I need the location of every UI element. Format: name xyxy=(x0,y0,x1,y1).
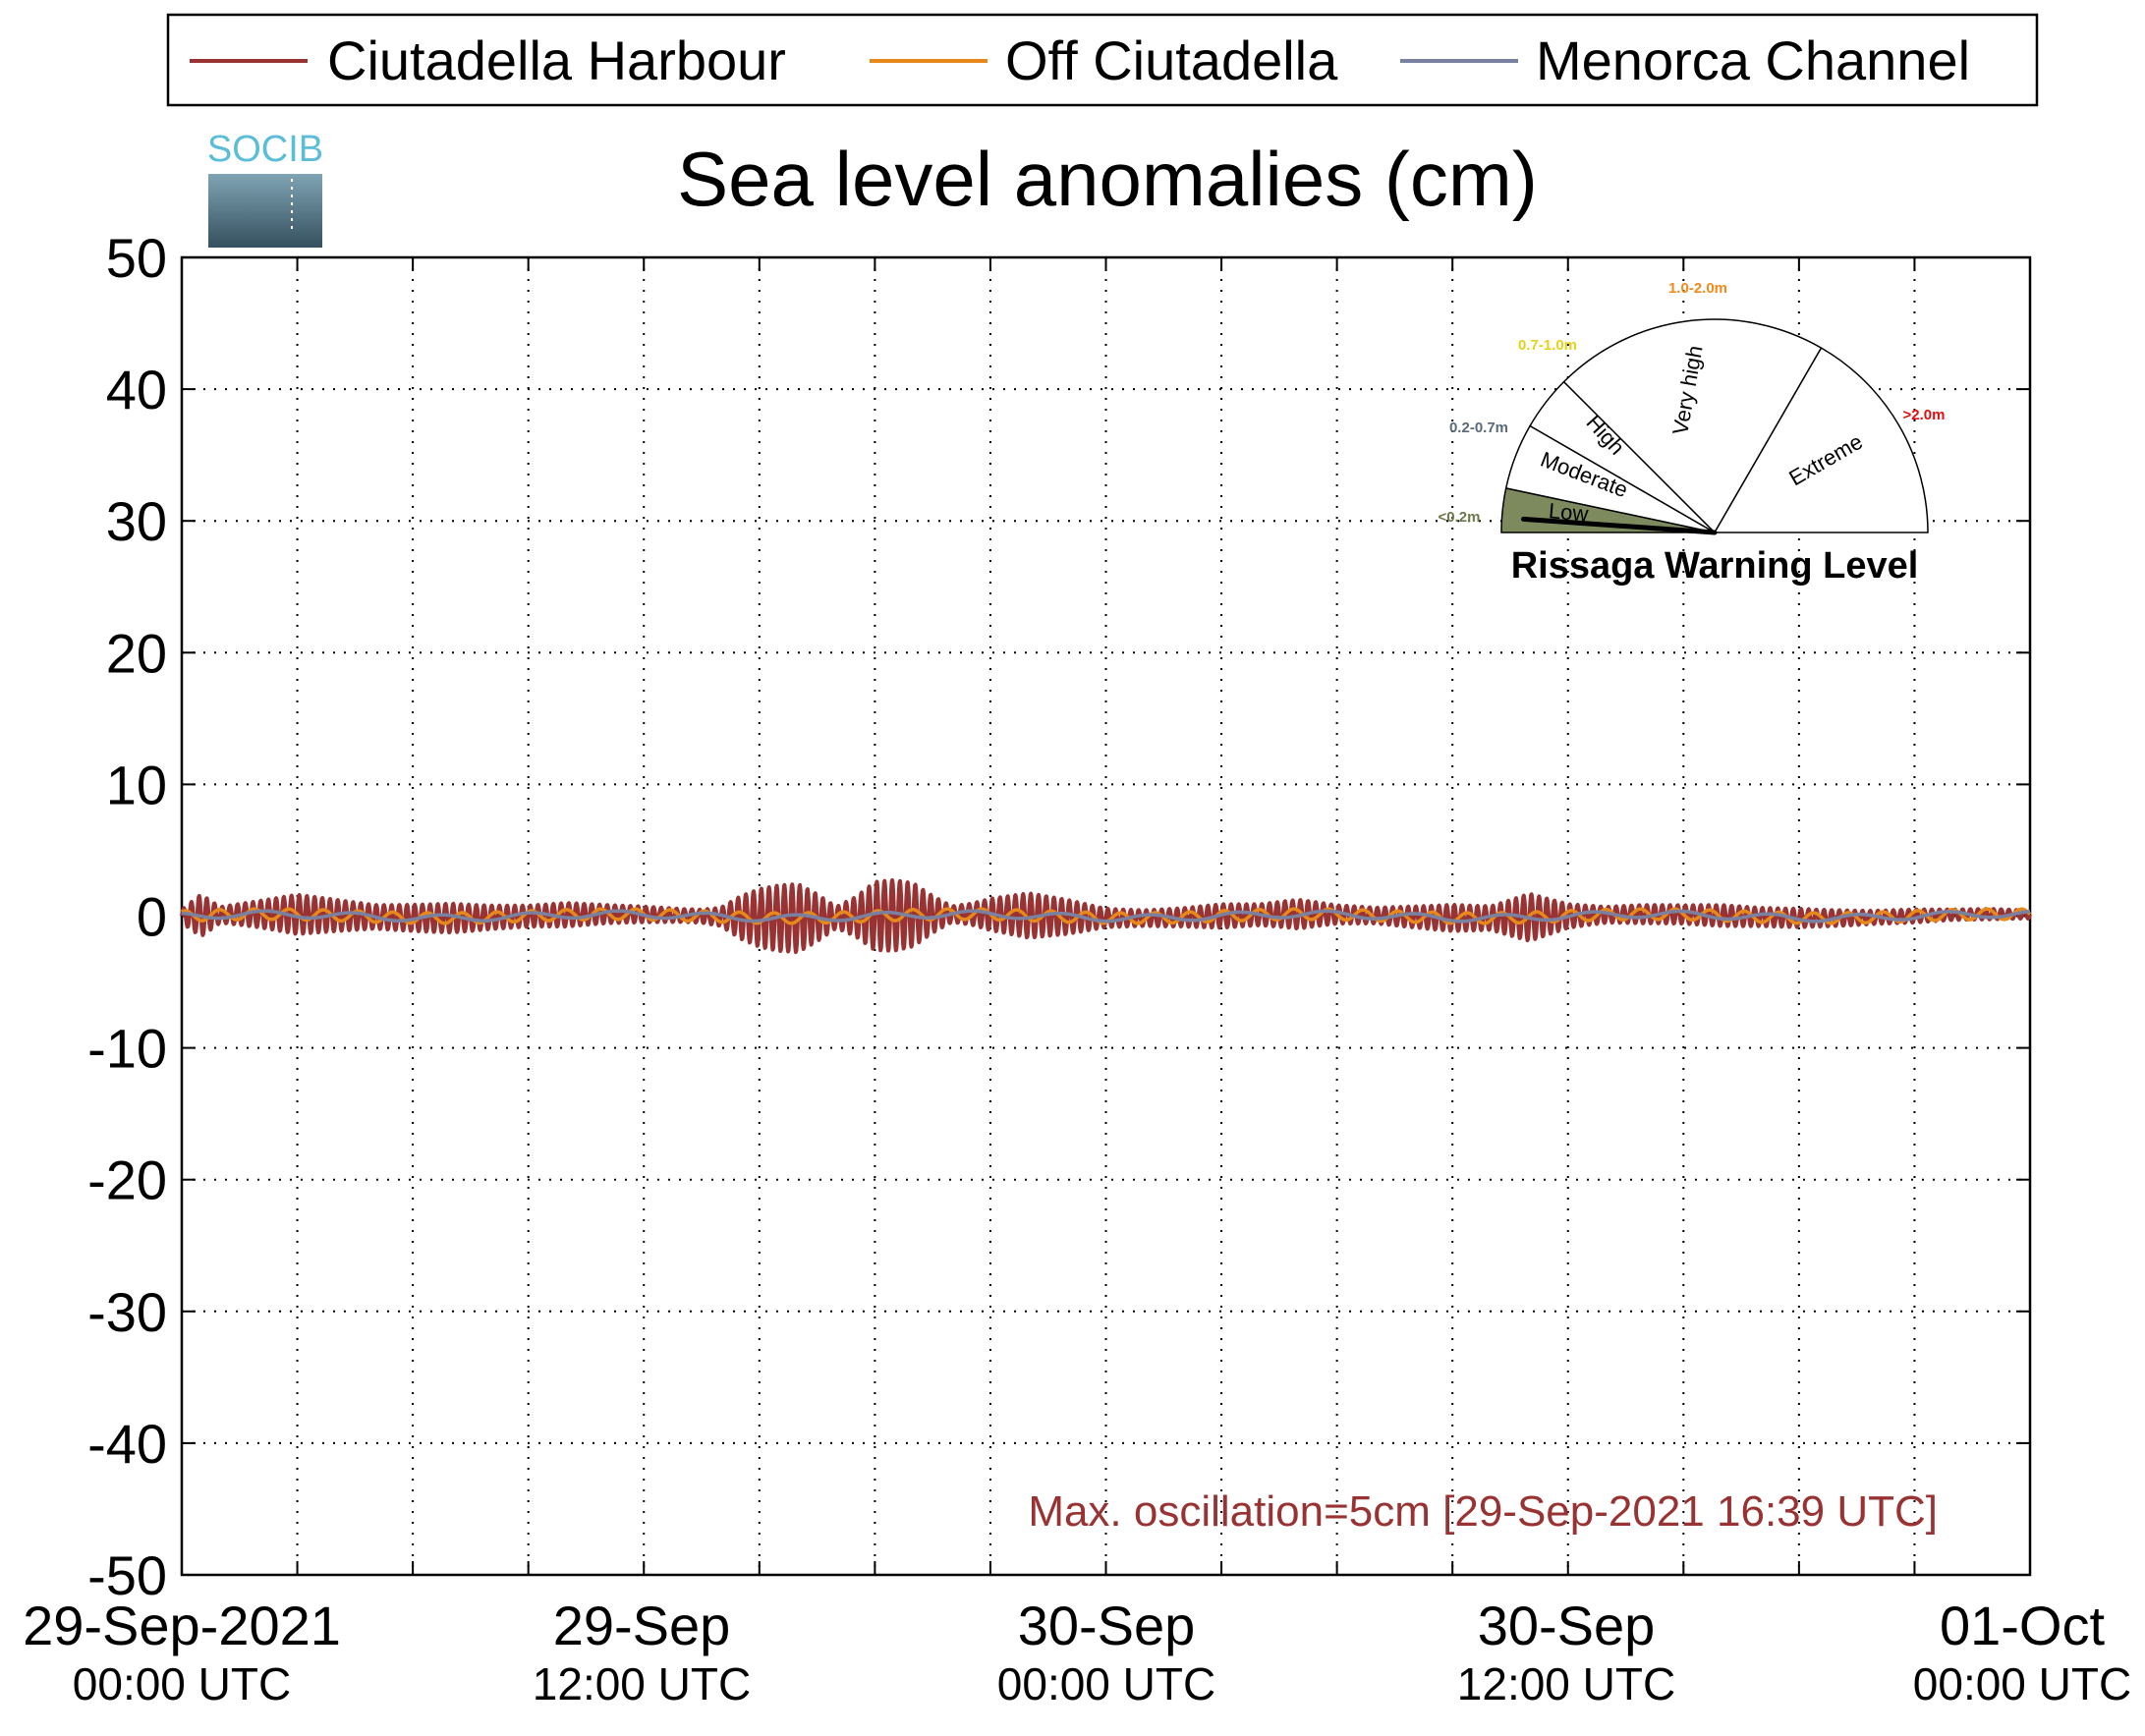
socib-logo: SOCIB xyxy=(207,129,323,248)
x-tick-time-label: 00:00 UTC xyxy=(1913,1658,2131,1709)
gauge-range-label: <0.2m xyxy=(1439,509,1481,526)
x-tick-date-label: 29-Sep-2021 xyxy=(23,1595,341,1656)
x-tick-time-label: 00:00 UTC xyxy=(73,1658,291,1709)
y-tick-label: 30 xyxy=(106,490,167,552)
y-tick-label: -30 xyxy=(87,1281,167,1343)
y-tick-label: 0 xyxy=(137,886,167,948)
x-tick-date-label: 30-Sep xyxy=(1478,1595,1656,1656)
legend-label-menorca-channel: Menorca Channel xyxy=(1536,29,1970,91)
y-tick-label: 40 xyxy=(106,359,167,420)
legend-label-off-ciutadella: Off Ciutadella xyxy=(1005,29,1338,91)
gauge-range-label: 0.2-0.7m xyxy=(1449,420,1508,436)
y-tick-label: -50 xyxy=(87,1544,167,1606)
gauge-range-label: >2.0m xyxy=(1903,407,1946,423)
y-tick-label: -10 xyxy=(87,1018,167,1080)
series-line-menorca-channel xyxy=(182,909,2030,924)
y-tick-label: 10 xyxy=(106,754,167,815)
gauge-sector-very-high xyxy=(1562,318,1823,534)
chart-title: Sea level anomalies (cm) xyxy=(677,136,1538,222)
max-oscillation-annotation: Max. oscillation=5cm [29-Sep-2021 16:39 … xyxy=(1028,1487,1938,1536)
y-tick-label: 20 xyxy=(106,622,167,684)
x-tick-date-label: 01-Oct xyxy=(1940,1595,2105,1656)
y-tick-label: -40 xyxy=(87,1413,167,1475)
gauge-sector-extreme xyxy=(1713,347,1929,533)
x-tick-date-label: 29-Sep xyxy=(553,1595,731,1656)
y-tick-label: -20 xyxy=(87,1149,167,1211)
y-tick-label: 50 xyxy=(106,227,167,289)
gauge-title: Rissaga Warning Level xyxy=(1511,545,1919,587)
series-lines xyxy=(180,877,2032,954)
y-axis: 50 40 30 20 10 0 -10 -20 -30 -40 -50 xyxy=(87,227,2030,1606)
x-tick-time-label: 12:00 UTC xyxy=(1457,1658,1675,1709)
x-tick-time-label: 12:00 UTC xyxy=(533,1658,751,1709)
gauge-range-label: 1.0-2.0m xyxy=(1668,280,1727,297)
x-tick-date-label: 30-Sep xyxy=(1018,1595,1196,1656)
socib-logo-text: SOCIB xyxy=(207,129,323,170)
gauge-range-label: 0.7-1.0m xyxy=(1518,337,1577,354)
x-tick-time-label: 00:00 UTC xyxy=(997,1658,1215,1709)
legend-label-ciutadella-harbour: Ciutadella Harbour xyxy=(327,29,786,91)
gauge-needle xyxy=(1521,516,1718,535)
legend: Ciutadella Harbour Off Ciutadella Menorc… xyxy=(166,13,2039,107)
